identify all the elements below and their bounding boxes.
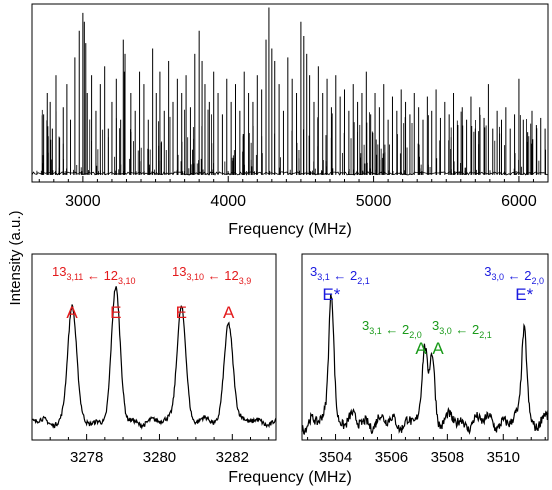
- symmetry-label: A: [66, 303, 78, 322]
- symmetry-label: A: [415, 339, 427, 358]
- zoom-right-trace: [301, 293, 549, 435]
- x-tick-label: 3278: [70, 449, 103, 466]
- full-spectrum-frame: [31, 3, 549, 183]
- x-tick-label: 3504: [319, 449, 352, 466]
- zoom-left-annotations: 133,11 ← 123,10 133,10 ← 123,9 A E E A: [52, 264, 251, 322]
- transition-label: 133,10 ← 123,9: [172, 264, 251, 286]
- zoom-left-frame: [31, 253, 277, 441]
- x-tick-label: 3506: [375, 449, 408, 466]
- x-tick-label: 3510: [487, 449, 520, 466]
- zoom-left-x-axis: 3278 3280 3282: [31, 434, 270, 466]
- x-tick-label: 3282: [216, 449, 249, 466]
- x-tick-label: 3000: [65, 193, 101, 210]
- symmetry-label: E: [176, 303, 187, 322]
- spectrum-trace: [31, 286, 277, 430]
- symmetry-label: A: [432, 339, 444, 358]
- full-spectrum-x-label: Frequency (MHz): [228, 221, 352, 238]
- x-tick-label: 3508: [431, 449, 464, 466]
- spectrum-trace: [301, 293, 549, 435]
- full-spectrum-x-axis: 3000 4000 5000 6000: [38, 176, 549, 210]
- zoom-right-frame: [301, 253, 549, 441]
- full-spectrum-panel: 3000 4000 5000 6000 Frequency (MHz): [31, 3, 549, 238]
- symmetry-label: E*: [515, 285, 533, 304]
- transition-label: 133,11 ← 123,10: [52, 264, 136, 286]
- zoom-right-x-axis: 3504 3506 3508 3510: [307, 434, 546, 466]
- transition-label: 33,1 ← 22,1: [310, 264, 370, 286]
- full-spectrum-trace: [31, 7, 549, 176]
- zoom-left-trace: [31, 286, 277, 430]
- zoom-x-label: Frequency (MHz): [228, 469, 352, 486]
- x-tick-label: 4000: [210, 193, 246, 210]
- y-axis-label: Intensity (a.u.): [7, 210, 24, 305]
- symmetry-label: A: [223, 303, 235, 322]
- x-tick-label: 6000: [501, 193, 537, 210]
- transition-label: 33,0 ← 22,0: [484, 264, 544, 286]
- zoom-right-annotations: 33,1 ← 22,1 33,0 ← 22,0 33,1 ← 22,0 33,0 ← …: [310, 264, 544, 358]
- symmetry-label: E: [110, 303, 121, 322]
- zoom-panel-left: 3278 3280 3282 133,11 ← 123,10 133,10 ← 123…: [31, 253, 277, 466]
- transition-label: 33,1 ← 22,0: [362, 318, 422, 340]
- x-tick-label: 5000: [356, 193, 392, 210]
- x-tick-label: 3280: [143, 449, 176, 466]
- transition-label: 33,0 ← 22,1: [432, 318, 492, 340]
- zoom-panel-right: 3504 3506 3508 3510 33,1 ← 22,133,0 ← 22,03…: [301, 253, 549, 466]
- symmetry-label: E*: [322, 285, 340, 304]
